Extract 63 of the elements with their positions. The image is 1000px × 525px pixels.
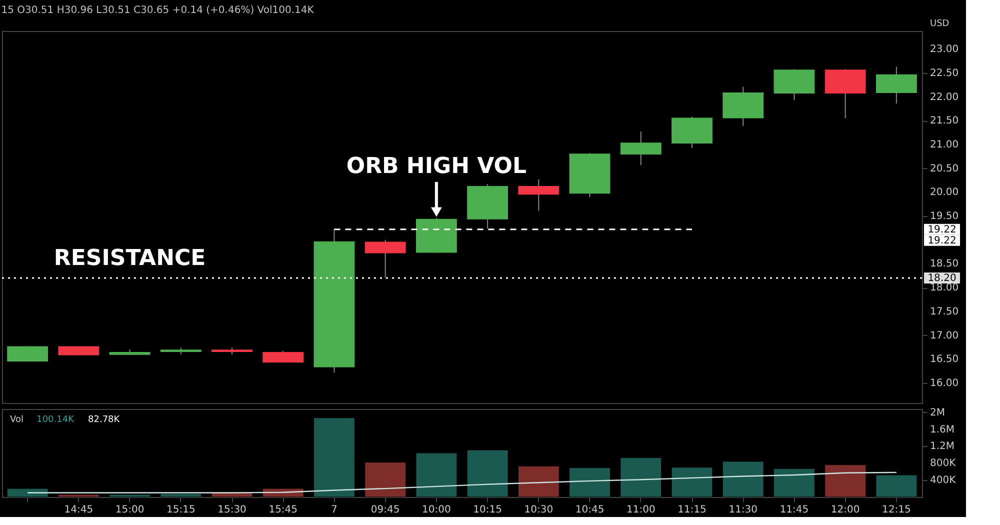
x-tick-label: 14:45: [64, 504, 94, 516]
annotation: 100.14K: [36, 415, 76, 425]
x-tick-label: 15:15: [166, 504, 196, 516]
y-tick-label: 21.00: [930, 140, 959, 151]
annotation: RESISTANCE: [54, 246, 206, 272]
y-tick-label: 400K: [930, 475, 956, 486]
bar: [518, 466, 560, 498]
x-tick-label: 10:30: [524, 504, 554, 516]
y-tick-label: 17.00: [930, 330, 959, 342]
y-tick-label: 20.50: [930, 163, 959, 174]
y-tick-label: 19.50: [930, 211, 959, 222]
y-tick-label: 1.6M: [930, 424, 955, 436]
y-tick-label: 800K: [930, 458, 956, 470]
x-tick-label: 10:00: [422, 504, 451, 516]
ref-line-label: 18.20: [928, 273, 956, 284]
y-tick-label: 17.50: [930, 306, 959, 318]
bar: [876, 474, 918, 498]
bar: [160, 493, 202, 498]
y-tick-label: 16.50: [930, 354, 959, 366]
bar: [466, 450, 508, 498]
x-tick-label: 15:45: [268, 504, 298, 516]
x-tick-label: 10:45: [575, 504, 604, 516]
annotation: 82.78K: [88, 415, 121, 425]
x-tick-label: 12:15: [882, 504, 911, 516]
x-tick-label: 15:00: [115, 504, 144, 516]
x-tick-label: 15:30: [218, 504, 246, 516]
annotation: Vol: [10, 415, 24, 425]
bar: [671, 467, 713, 498]
line-series: [26, 472, 898, 494]
text: 19.22: [928, 235, 956, 246]
bar: [416, 452, 458, 498]
bar: [620, 457, 662, 498]
bar: [824, 464, 866, 498]
x-tick-label: 12:00: [830, 504, 860, 516]
x-tick-label: 11:00: [626, 504, 656, 516]
bar: [569, 468, 610, 498]
x-tick-label: 11:15: [678, 504, 706, 516]
bar: [314, 418, 355, 498]
y-tick-label: 22.00: [930, 92, 959, 103]
bar: [774, 468, 815, 498]
y-tick-label: 1.2M: [930, 441, 955, 452]
x-tick-label: 09:45: [370, 504, 400, 516]
x-tick-label: 7: [331, 504, 338, 516]
chart-title: 15 O30.51 H30.96 L30.51 C30.65 +0.14 (+0.46%) Vol100.14K: [1, 5, 314, 16]
x-tick-label: 11:45: [780, 504, 809, 516]
bar: [6, 488, 48, 498]
bar: [58, 494, 100, 498]
bar: [722, 461, 764, 498]
y-tick-label: 20.00: [930, 187, 959, 198]
x-tick-label: 11:30: [728, 504, 758, 516]
annotation: ORB HIGH VOL: [346, 154, 527, 179]
y-tick-label: 16.00: [930, 378, 959, 389]
y-tick-label: 2M: [930, 407, 945, 418]
bar: [109, 494, 150, 498]
y-tick-label: 21.50: [930, 116, 959, 127]
y-tick-label: 22.50: [930, 68, 959, 79]
text: 19.22: [928, 224, 956, 236]
y-tick-label: 18.00: [930, 282, 959, 294]
bar: [364, 462, 406, 498]
y-axis-title: USD: [930, 19, 950, 29]
y-tick-label: 18.50: [930, 258, 959, 270]
y-tick-label: 23.00: [930, 44, 959, 56]
x-tick-label: 10:15: [473, 504, 502, 516]
